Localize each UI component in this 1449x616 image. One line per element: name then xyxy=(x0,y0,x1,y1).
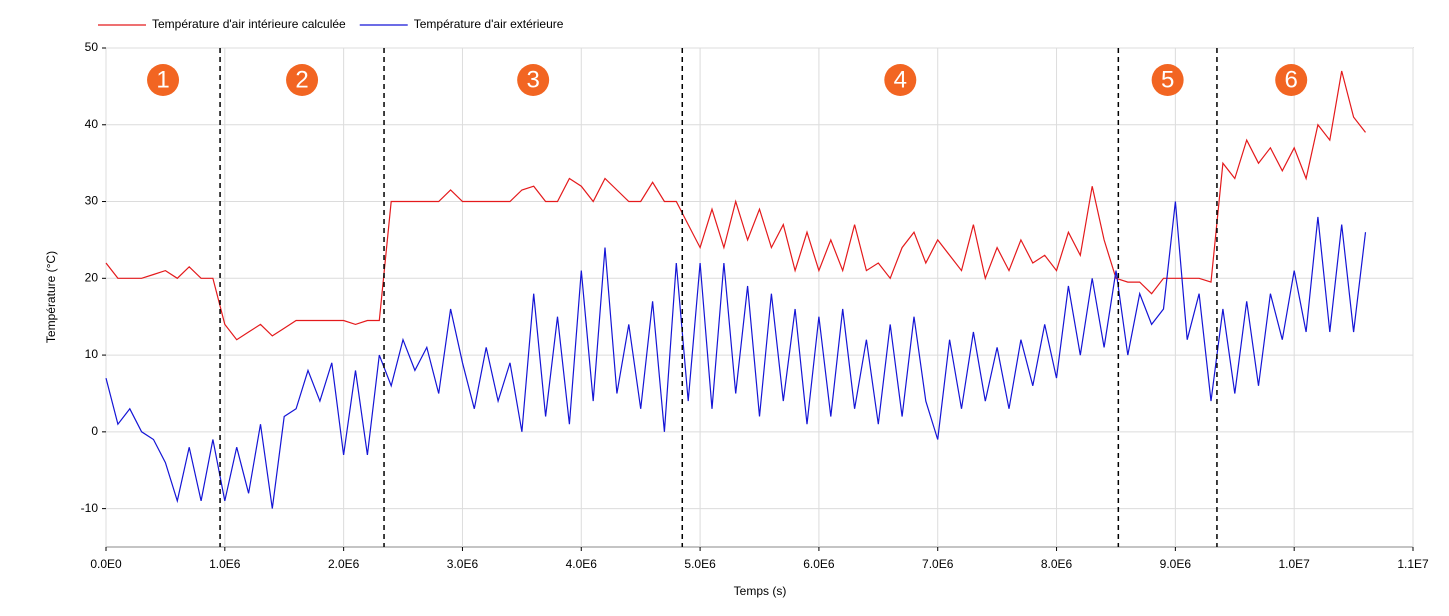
y-tick-label: 30 xyxy=(85,194,99,208)
x-tick-label: 1.0E6 xyxy=(209,557,241,571)
phase-label: 2 xyxy=(295,66,308,93)
phase-label: 6 xyxy=(1285,66,1298,93)
x-tick-label: 7.0E6 xyxy=(922,557,954,571)
legend-label: Température d'air intérieure calculée xyxy=(152,17,346,31)
x-tick-label: 2.0E6 xyxy=(328,557,360,571)
x-tick-label: 8.0E6 xyxy=(1041,557,1073,571)
y-tick-label: 0 xyxy=(91,424,98,438)
phase-badge xyxy=(147,64,180,96)
y-tick-label: 20 xyxy=(85,270,99,284)
phase-badge xyxy=(286,64,319,96)
plot-frame xyxy=(105,47,1414,548)
phase-label: 3 xyxy=(526,66,539,93)
x-tick-label: 1.1E7 xyxy=(1397,557,1429,571)
phase-badge xyxy=(884,64,917,96)
legend-label: Température d'air extérieure xyxy=(414,17,564,31)
y-tick-label: 10 xyxy=(85,347,99,361)
x-tick-label: 5.0E6 xyxy=(684,557,716,571)
x-tick-label: 9.0E6 xyxy=(1160,557,1192,571)
x-tick-label: 6.0E6 xyxy=(803,557,835,571)
x-axis-label: Temps (s) xyxy=(734,584,787,598)
y-tick-label: -10 xyxy=(81,501,99,515)
y-axis-label: Température (°C) xyxy=(44,251,58,343)
y-tick-label: 40 xyxy=(85,117,99,131)
phase-badge xyxy=(1275,64,1308,96)
series-line xyxy=(105,70,1366,341)
x-tick-label: 0.0E0 xyxy=(90,557,122,571)
phase-badge xyxy=(517,64,550,96)
phase-label: 4 xyxy=(894,66,907,93)
phase-label: 1 xyxy=(156,66,169,93)
phase-badge xyxy=(1151,64,1184,96)
x-tick-label: 1.0E7 xyxy=(1279,557,1311,571)
series-line xyxy=(105,201,1367,509)
x-tick-label: 3.0E6 xyxy=(447,557,479,571)
phase-label: 5 xyxy=(1161,66,1174,93)
y-tick-label: 50 xyxy=(85,40,99,54)
x-tick-label: 4.0E6 xyxy=(566,557,598,571)
